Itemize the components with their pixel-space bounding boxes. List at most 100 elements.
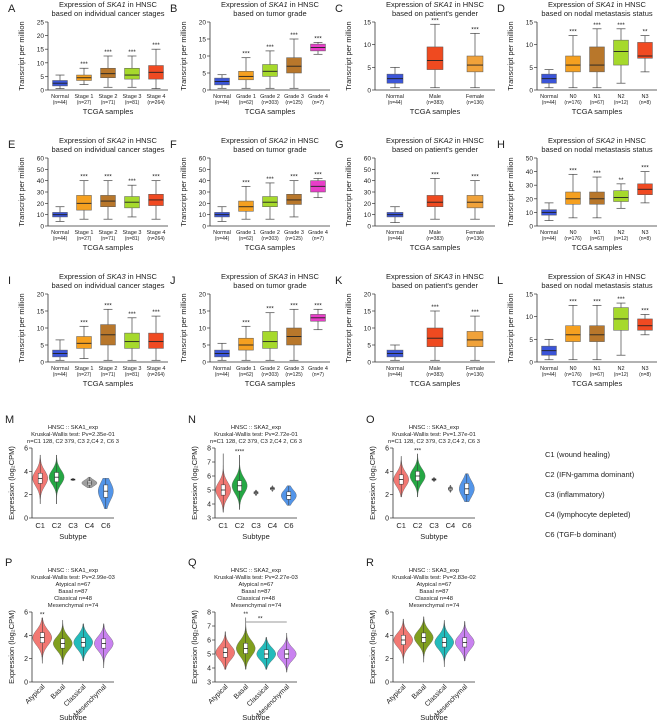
title-prefix: Expression of [221,0,269,9]
sample-count: (n=125) [285,236,303,242]
significance-marker: *** [569,29,577,36]
y-tick-label: 10 [37,326,45,333]
significance-marker: *** [314,35,322,42]
title-prefix: Expression of [548,272,596,281]
chart-title-line: Kruskal-Wallis test: Pv=2.83e-02 [392,575,476,581]
box-grade-1 [238,337,254,351]
y-tick-label: 50 [37,167,45,174]
sample-count: (n=27) [77,372,92,378]
significance-marker: *** [431,17,439,24]
x-tick-label: C6 [462,521,472,530]
y-tick-label: 50 [526,156,534,163]
box-grade-1 [238,200,254,212]
significance-marker: *** [617,296,625,303]
legend-item: C6 (TGF-b dominant) [545,530,617,539]
significance-marker: *** [104,174,112,181]
y-tick-label: 15 [37,309,45,316]
y-tick-label: 20 [37,201,45,208]
y-tick-label: 10 [364,42,372,49]
y-axis-label: Transcript per million [506,157,515,226]
chart-title-line: Kruskal-Wallis test: Pv=2.72e-01 [214,432,298,438]
significance-marker: *** [152,174,160,181]
x-tick-label: Atypical [207,683,230,706]
y-tick-label: 50 [199,167,207,174]
y-tick-label: 0 [202,224,206,231]
x-tick-label: Grade 4 [308,94,328,100]
gene-name: SKA2 [269,136,289,145]
significance-marker: *** [314,171,322,178]
y-tick-label: 6 [207,638,211,645]
y-tick-label: 5 [202,343,206,350]
sample-count: (n=44) [542,372,557,378]
y-tick-label: 7 [207,460,211,467]
gene-name: SKA2 [107,136,127,145]
significance-marker: ** [243,612,248,618]
title-suffix: in HNSC [615,272,647,281]
y-tick-label: 10 [199,326,207,333]
y-tick-label: 5 [202,71,206,78]
panel-letter: I [8,275,11,287]
x-tick-label: Grade 2 [260,366,280,372]
y-tick-label: 4 [24,469,28,476]
y-tick-label: 2 [24,656,28,663]
y-tick-label: 20 [364,292,372,299]
x-axis-label: TCGA samples [245,107,296,116]
y-tick-label: 8 [207,610,211,617]
chart-subtitle: based on nodal metastasis status [541,281,653,290]
x-tick-label: C1 [396,521,406,530]
y-tick-label: 5 [207,652,211,659]
legend-item: C3 (inflammatory) [545,490,605,499]
significance-marker: *** [414,448,422,454]
title-suffix: in HNSC [288,136,320,145]
panel-letter: G [335,139,344,151]
chart-title: Expression of SKA1 in HNSC [548,0,647,9]
x-tick-label: Normal [540,230,558,236]
x-tick-label: Normal [213,230,231,236]
x-tick-label: N1 [593,366,600,372]
chart-subtitle: based on patient's gender [392,9,479,18]
panel-letter: M [5,414,14,426]
chart-title-line: HNSC :: SKA1_exp [48,568,98,574]
sample-count: (n=264) [147,236,165,242]
box-n3 [637,318,653,331]
significance-marker: ** [642,29,648,36]
title-suffix: in HNSC [453,136,485,145]
sample-count: (n=12) [614,372,629,378]
x-tick-label: C4 [446,521,456,530]
x-axis-label: TCGA samples [245,379,296,388]
x-tick-label: N0 [569,94,576,100]
y-tick-label: 20 [526,196,534,203]
y-tick-label: 2 [24,492,28,499]
y-axis-label: Transcript per million [506,293,515,362]
sample-count: (n=27) [77,100,92,106]
sample-count: (n=62) [239,236,254,242]
gene-name: SKA1 [434,0,453,9]
box-n0 [565,191,581,205]
y-tick-label: 20 [199,292,207,299]
significance-marker: *** [593,170,601,177]
y-tick-label: 30 [526,183,534,190]
significance-marker: *** [471,26,479,33]
sample-count: (n=44) [53,236,68,242]
significance-marker: *** [80,61,88,68]
y-tick-label: 20 [199,201,207,208]
chart-title-line: Classical n=48 [54,596,92,602]
y-tick-label: 15 [364,20,372,27]
y-tick-label: 15 [37,47,45,54]
significance-marker: *** [104,302,112,309]
y-tick-label: 0 [367,360,371,367]
y-tick-label: 3 [207,516,211,523]
sample-count: (n=81) [125,100,140,106]
chart-title-line: Basal n=87 [419,589,448,595]
chart-title-line: Basal n=87 [241,589,270,595]
x-tick-label: Stage 1 [75,230,94,236]
x-tick-label: N1 [593,230,600,236]
gene-name: SKA3 [107,272,127,281]
x-axis-label: TCGA samples [572,107,623,116]
y-tick-label: 8 [207,446,211,453]
chart-title: Expression of SKA2 in HNSC [59,136,158,145]
y-tick-label: 20 [364,201,372,208]
